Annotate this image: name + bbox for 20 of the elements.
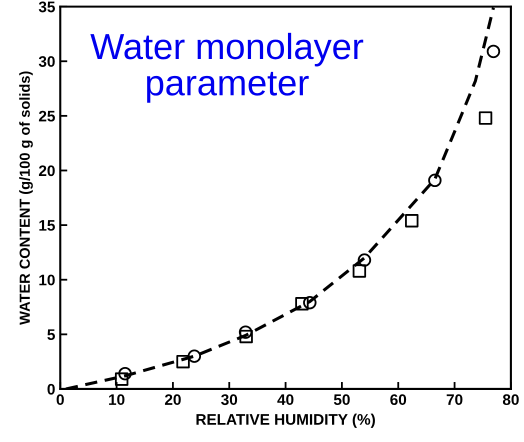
- x-tick-label: 80: [502, 394, 519, 406]
- y-tick-label: 0: [48, 384, 55, 395]
- y-tick-label: 5: [47, 329, 55, 340]
- y-axis-title: WATER CONTENT (g/100 g of solids): [19, 71, 33, 325]
- x-tick-label: 40: [277, 394, 294, 406]
- x-tick-label: 70: [446, 394, 462, 406]
- y-tick-label: 25: [38, 110, 55, 122]
- x-tick-label: 0: [56, 394, 64, 406]
- y-tick-label: 10: [39, 274, 55, 286]
- x-tick-label: 30: [221, 394, 238, 406]
- y-tick-label: 20: [38, 165, 55, 176]
- x-tick-label: 10: [109, 394, 124, 406]
- x-tick-label: 50: [334, 394, 350, 406]
- x-tick-label: 60: [390, 394, 406, 406]
- y-tick-label: 30: [38, 56, 55, 67]
- annotation: Water monolayer parameter: [90, 32, 364, 103]
- y-tick-label: 15: [39, 220, 55, 231]
- y-tick-label: 35: [38, 2, 55, 12]
- x-axis-title: RELATIVE HUMIDITY (%): [196, 414, 375, 428]
- x-tick-label: 20: [164, 394, 181, 406]
